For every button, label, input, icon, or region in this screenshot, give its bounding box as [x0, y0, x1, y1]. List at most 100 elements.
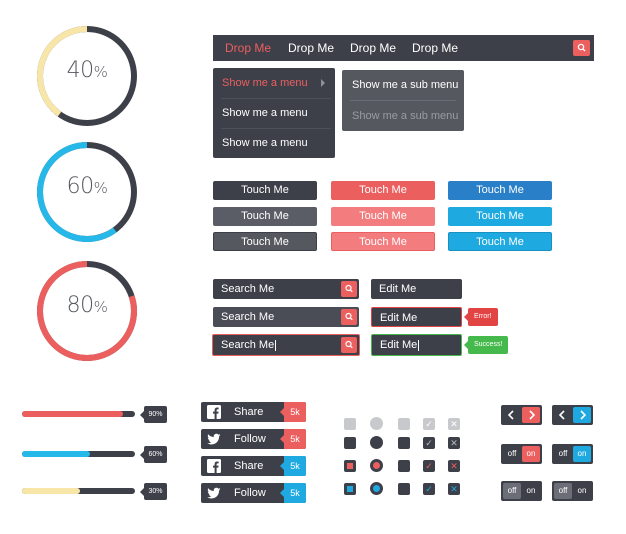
toggle-switch-off[interactable]: off on — [552, 481, 593, 501]
twitter-icon — [207, 433, 221, 445]
checkbox-active-red[interactable] — [344, 460, 356, 472]
checkbox-active-blue[interactable] — [344, 483, 356, 495]
touch-button-blue[interactable]: Touch Me — [448, 181, 552, 200]
next-button[interactable] — [522, 407, 540, 423]
social-count-badge: 5k — [280, 402, 306, 422]
checkmark-icon: ✓ — [425, 438, 433, 448]
nav-item-dropdown-1[interactable]: Drop Me — [225, 41, 272, 55]
next-button[interactable] — [573, 407, 591, 423]
facebook-share-button[interactable]: Share 5k — [201, 402, 306, 422]
error-tooltip: Error! — [464, 308, 498, 326]
checkbox-dot — [347, 486, 353, 492]
search-icon — [345, 284, 353, 293]
pager-red — [501, 405, 542, 425]
touch-button-red[interactable]: Touch Me — [331, 181, 435, 200]
prev-button[interactable] — [554, 407, 572, 423]
search-button[interactable] — [341, 309, 357, 325]
submenu-item-2[interactable]: Show me a sub menu — [352, 110, 459, 122]
toggle-on-label: on — [577, 486, 587, 495]
checkbox[interactable] — [344, 437, 356, 449]
search-button[interactable] — [341, 337, 357, 353]
dropdown-menu: Show me a menu Show me a menu Show me a … — [213, 68, 335, 158]
touch-button-dark-hover[interactable]: Touch Me — [213, 207, 317, 226]
progress-fill — [22, 488, 80, 494]
toggle-switch-blue-on[interactable]: off on — [552, 444, 593, 464]
edit-input-error[interactable]: Edit Me — [371, 307, 462, 327]
menu-item-3[interactable]: Show me a menu — [222, 137, 308, 149]
toggle-switch-off[interactable]: off on — [501, 481, 542, 501]
twitter-follow-button[interactable]: Follow 5k — [201, 429, 306, 449]
menu-item-1[interactable]: Show me a menu — [222, 77, 308, 89]
nav-item-dropdown-4[interactable]: Drop Me — [412, 41, 459, 55]
search-button[interactable] — [573, 40, 590, 56]
checkbox[interactable] — [398, 483, 410, 495]
checkbox-crossed[interactable]: ✕ — [448, 437, 460, 449]
edit-input-success[interactable]: Edit Me — [371, 334, 462, 356]
progress-badge: 60% — [140, 446, 167, 463]
chevron-right-icon — [529, 410, 536, 420]
progress-fill — [22, 451, 90, 457]
nav-item-dropdown-2[interactable]: Drop Me — [288, 41, 335, 55]
radio-selected-red[interactable] — [370, 459, 383, 472]
checkmark-icon: ✓ — [425, 461, 433, 471]
cross-icon: ✕ — [450, 461, 458, 471]
nav-item-dropdown-3[interactable]: Drop Me — [350, 41, 397, 55]
toggle-off-label: off — [558, 449, 568, 458]
social-count-badge: 5k — [280, 429, 306, 449]
checkbox[interactable] — [398, 437, 410, 449]
checkmark-icon: ✓ — [425, 419, 433, 429]
toggle-off-label: off — [503, 483, 521, 499]
radio-disabled[interactable] — [370, 417, 383, 430]
checkbox-crossed-red[interactable]: ✕ — [448, 460, 460, 472]
progress-donut-60: 60% — [35, 140, 139, 244]
checkbox-disabled[interactable] — [344, 418, 356, 430]
donut-value: 60 — [66, 174, 95, 199]
facebook-share-button[interactable]: Share 5k — [201, 456, 306, 476]
search-input[interactable]: Search Me — [213, 279, 359, 299]
checkbox-checked-red[interactable]: ✓ — [423, 460, 435, 472]
touch-button-blue-hover[interactable]: Touch Me — [448, 207, 552, 226]
checkbox-checked-blue[interactable]: ✓ — [423, 483, 435, 495]
search-input[interactable]: Search Me — [213, 307, 359, 327]
edit-input[interactable]: Edit Me — [371, 279, 462, 299]
toggle-switch-red-on[interactable]: off on — [501, 444, 542, 464]
checkbox[interactable] — [398, 460, 410, 472]
search-input-value: Search Me — [221, 283, 275, 295]
toggle-on-label: on — [573, 446, 591, 462]
chevron-left-icon — [507, 410, 514, 420]
donut-value: 40 — [66, 58, 95, 83]
prev-button[interactable] — [503, 407, 521, 423]
touch-button-dark-active[interactable]: Touch Me — [213, 232, 317, 251]
search-button[interactable] — [341, 281, 357, 297]
checkbox-checked-disabled[interactable]: ✓ — [423, 418, 435, 430]
toggle-off-label: off — [507, 449, 517, 458]
text-cursor — [418, 339, 420, 351]
twitter-icon — [207, 487, 221, 499]
edit-input-value: Edit Me — [380, 339, 418, 351]
touch-button-blue-active[interactable]: Touch Me — [448, 232, 552, 251]
search-input-focused[interactable]: Search Me — [212, 334, 360, 356]
progress-bar-30 — [22, 488, 135, 494]
donut-chart — [37, 142, 137, 242]
touch-button-red-active[interactable]: Touch Me — [331, 232, 435, 251]
menu-divider — [221, 128, 331, 129]
progress-badge: 90% — [140, 406, 167, 423]
radio[interactable] — [370, 436, 383, 449]
text-cursor — [275, 339, 277, 351]
navbar: Drop Me Drop Me Drop Me Drop Me — [213, 35, 594, 61]
radio-selected-blue[interactable] — [370, 482, 383, 495]
twitter-follow-button[interactable]: Follow 5k — [201, 483, 306, 503]
checkbox-checked[interactable]: ✓ — [423, 437, 435, 449]
menu-divider — [221, 98, 331, 99]
touch-button-dark[interactable]: Touch Me — [213, 181, 317, 200]
toggle-on-label: on — [522, 446, 540, 462]
checkbox-crossed-disabled[interactable]: ✕ — [448, 418, 460, 430]
progress-fill — [22, 411, 123, 417]
social-label: Share — [234, 406, 264, 418]
submenu-item-1[interactable]: Show me a sub menu — [352, 79, 459, 91]
checkbox-crossed-blue[interactable]: ✕ — [448, 483, 460, 495]
touch-button-red-hover[interactable]: Touch Me — [331, 207, 435, 226]
social-label: Follow — [234, 433, 266, 445]
checkbox-disabled[interactable] — [398, 418, 410, 430]
menu-item-2[interactable]: Show me a menu — [222, 107, 308, 119]
